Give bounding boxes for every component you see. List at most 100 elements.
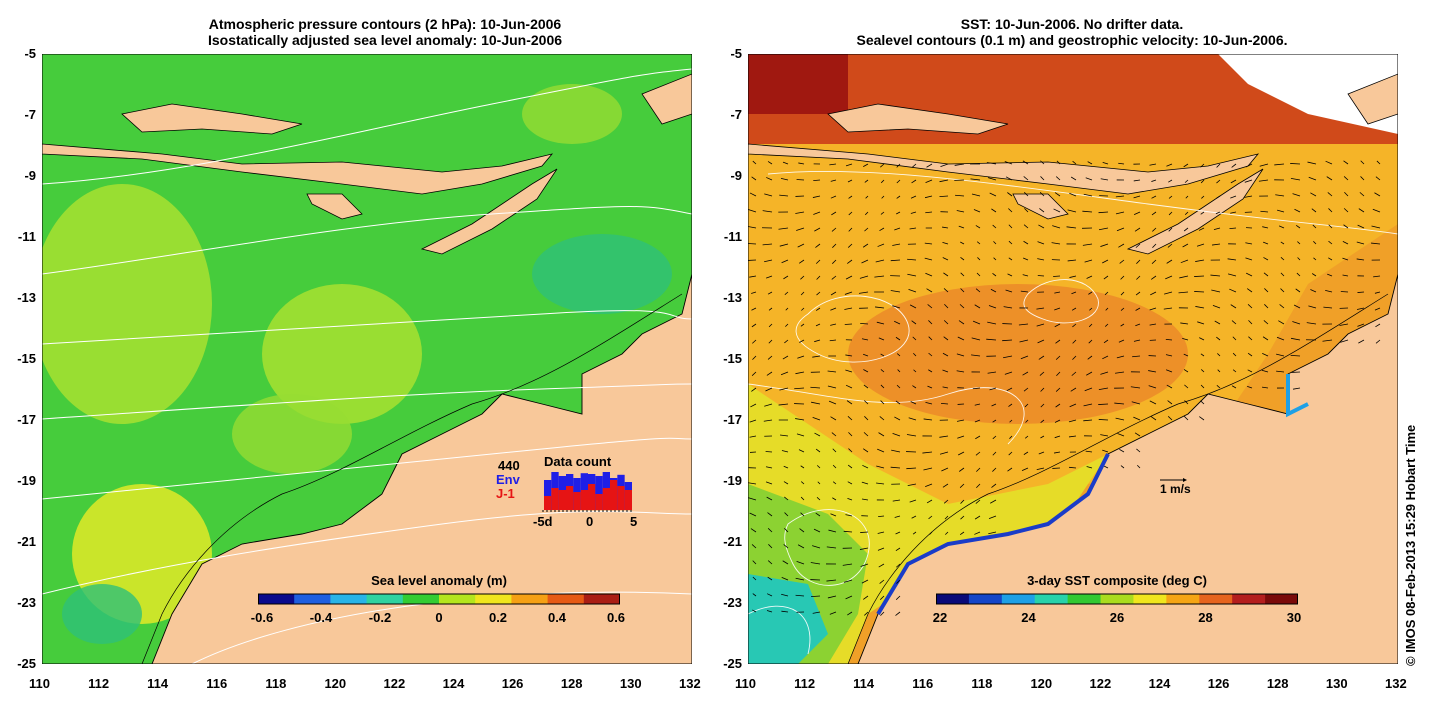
velocity-vector [1293,304,1301,309]
velocity-vector [1344,191,1349,197]
velocity-vector [1004,161,1013,165]
velocity-vector [830,307,837,311]
velocity-vector [1200,211,1205,215]
velocity-vector [909,227,917,230]
velocity-vector [863,432,869,437]
velocity-vector [1150,416,1157,421]
velocity-vector [1120,323,1125,327]
velocity-vector [826,546,837,549]
velocity-vector [897,369,901,373]
velocity-vector [1276,370,1285,373]
velocity-vector [1069,192,1077,197]
velocity-vector [1039,371,1045,376]
velocity-vector [1056,371,1061,376]
velocity-vector [828,400,837,405]
velocity-vector [860,563,869,567]
velocity-vector [1067,259,1077,262]
velocity-vector [860,531,869,533]
velocity-vector [943,320,949,325]
velocity-vector [1150,291,1157,296]
velocity-vector [1356,241,1365,245]
coastal-cold-strip [876,453,1110,616]
velocity-vector [974,515,981,520]
velocity-vector [815,448,821,453]
velocity-scale-label: 1 m/s [1160,482,1191,496]
velocity-vector [1008,208,1013,213]
velocity-vector [975,225,981,229]
velocity-vector [781,577,789,581]
velocity-vector [1135,291,1141,296]
velocity-vector [1278,320,1285,325]
velocity-vector [960,241,965,245]
colorbar-label: 22 [932,610,948,625]
velocity-vector [1134,227,1141,232]
velocity-vector [795,211,805,214]
velocity-vector [1023,451,1029,455]
colorbar-label: -0.6 [250,610,274,625]
velocity-vector [986,162,997,165]
velocity-vector [1184,384,1189,389]
velocity-vector [894,416,901,421]
velocity-vector [881,195,885,199]
velocity-vector [812,195,821,198]
x-tick-label: 116 [206,676,228,691]
velocity-vector [971,354,981,357]
velocity-vector [1168,211,1173,216]
velocity-vector [1008,224,1013,229]
velocity-vector [925,272,933,277]
velocity-vector [1071,371,1077,376]
velocity-vector [1376,160,1381,165]
y-tick-label: -13 [723,290,742,305]
velocity-vector [1230,304,1237,309]
velocity-vector [1180,322,1189,325]
y-tick-label: -11 [17,229,36,244]
velocity-vector [862,243,869,248]
velocity-vector [765,481,773,485]
velocity-vector [1182,243,1189,248]
velocity-vector [1148,385,1157,389]
right-title-line2: Sealevel contours (0.1 m) and geostrophi… [856,32,1288,48]
velocity-vector [878,337,885,341]
velocity-vector [1245,163,1253,168]
velocity-vector [1136,448,1141,453]
velocity-vector [960,288,965,293]
velocity-vector [1263,320,1269,325]
velocity-vector [1197,321,1205,325]
velocity-vector [1007,467,1013,472]
velocity-vector [956,419,965,422]
velocity-vector [907,483,917,486]
velocity-vector [751,176,757,181]
velocity-vector [749,512,757,517]
velocity-vector [1055,387,1061,392]
velocity-vector [1082,243,1093,246]
velocity-vector [1133,195,1141,199]
x-tick-label: 118 [265,676,287,691]
velocity-vector [1086,371,1093,376]
velocity-vector [859,547,869,550]
velocity-vector [784,339,789,344]
velocity-vector [1276,353,1285,357]
velocity-vector [1200,163,1205,168]
colorbar-segment [1232,594,1266,604]
velocity-vector [794,387,805,390]
velocity-vector [1166,259,1173,264]
velocity-vector [848,195,853,199]
y-tick-label: -13 [17,290,36,305]
j1-count-bar [566,486,574,510]
velocity-vector [895,531,901,535]
velocity-vector [877,547,885,551]
velocity-vector [766,496,773,501]
x-tick-label: 128 [1266,676,1289,691]
velocity-vector [778,227,789,230]
velocity-vector [925,211,933,214]
velocity-vector [1072,160,1077,165]
velocity-vector [864,416,869,421]
velocity-vector [890,259,901,262]
colorbar-segment [1001,594,1036,604]
velocity-vector [1327,273,1333,277]
velocity-vector [864,211,869,216]
velocity-vector [768,323,773,328]
velocity-vector [1151,179,1157,182]
velocity-vector [1199,416,1205,421]
velocity-vector [1009,419,1013,423]
